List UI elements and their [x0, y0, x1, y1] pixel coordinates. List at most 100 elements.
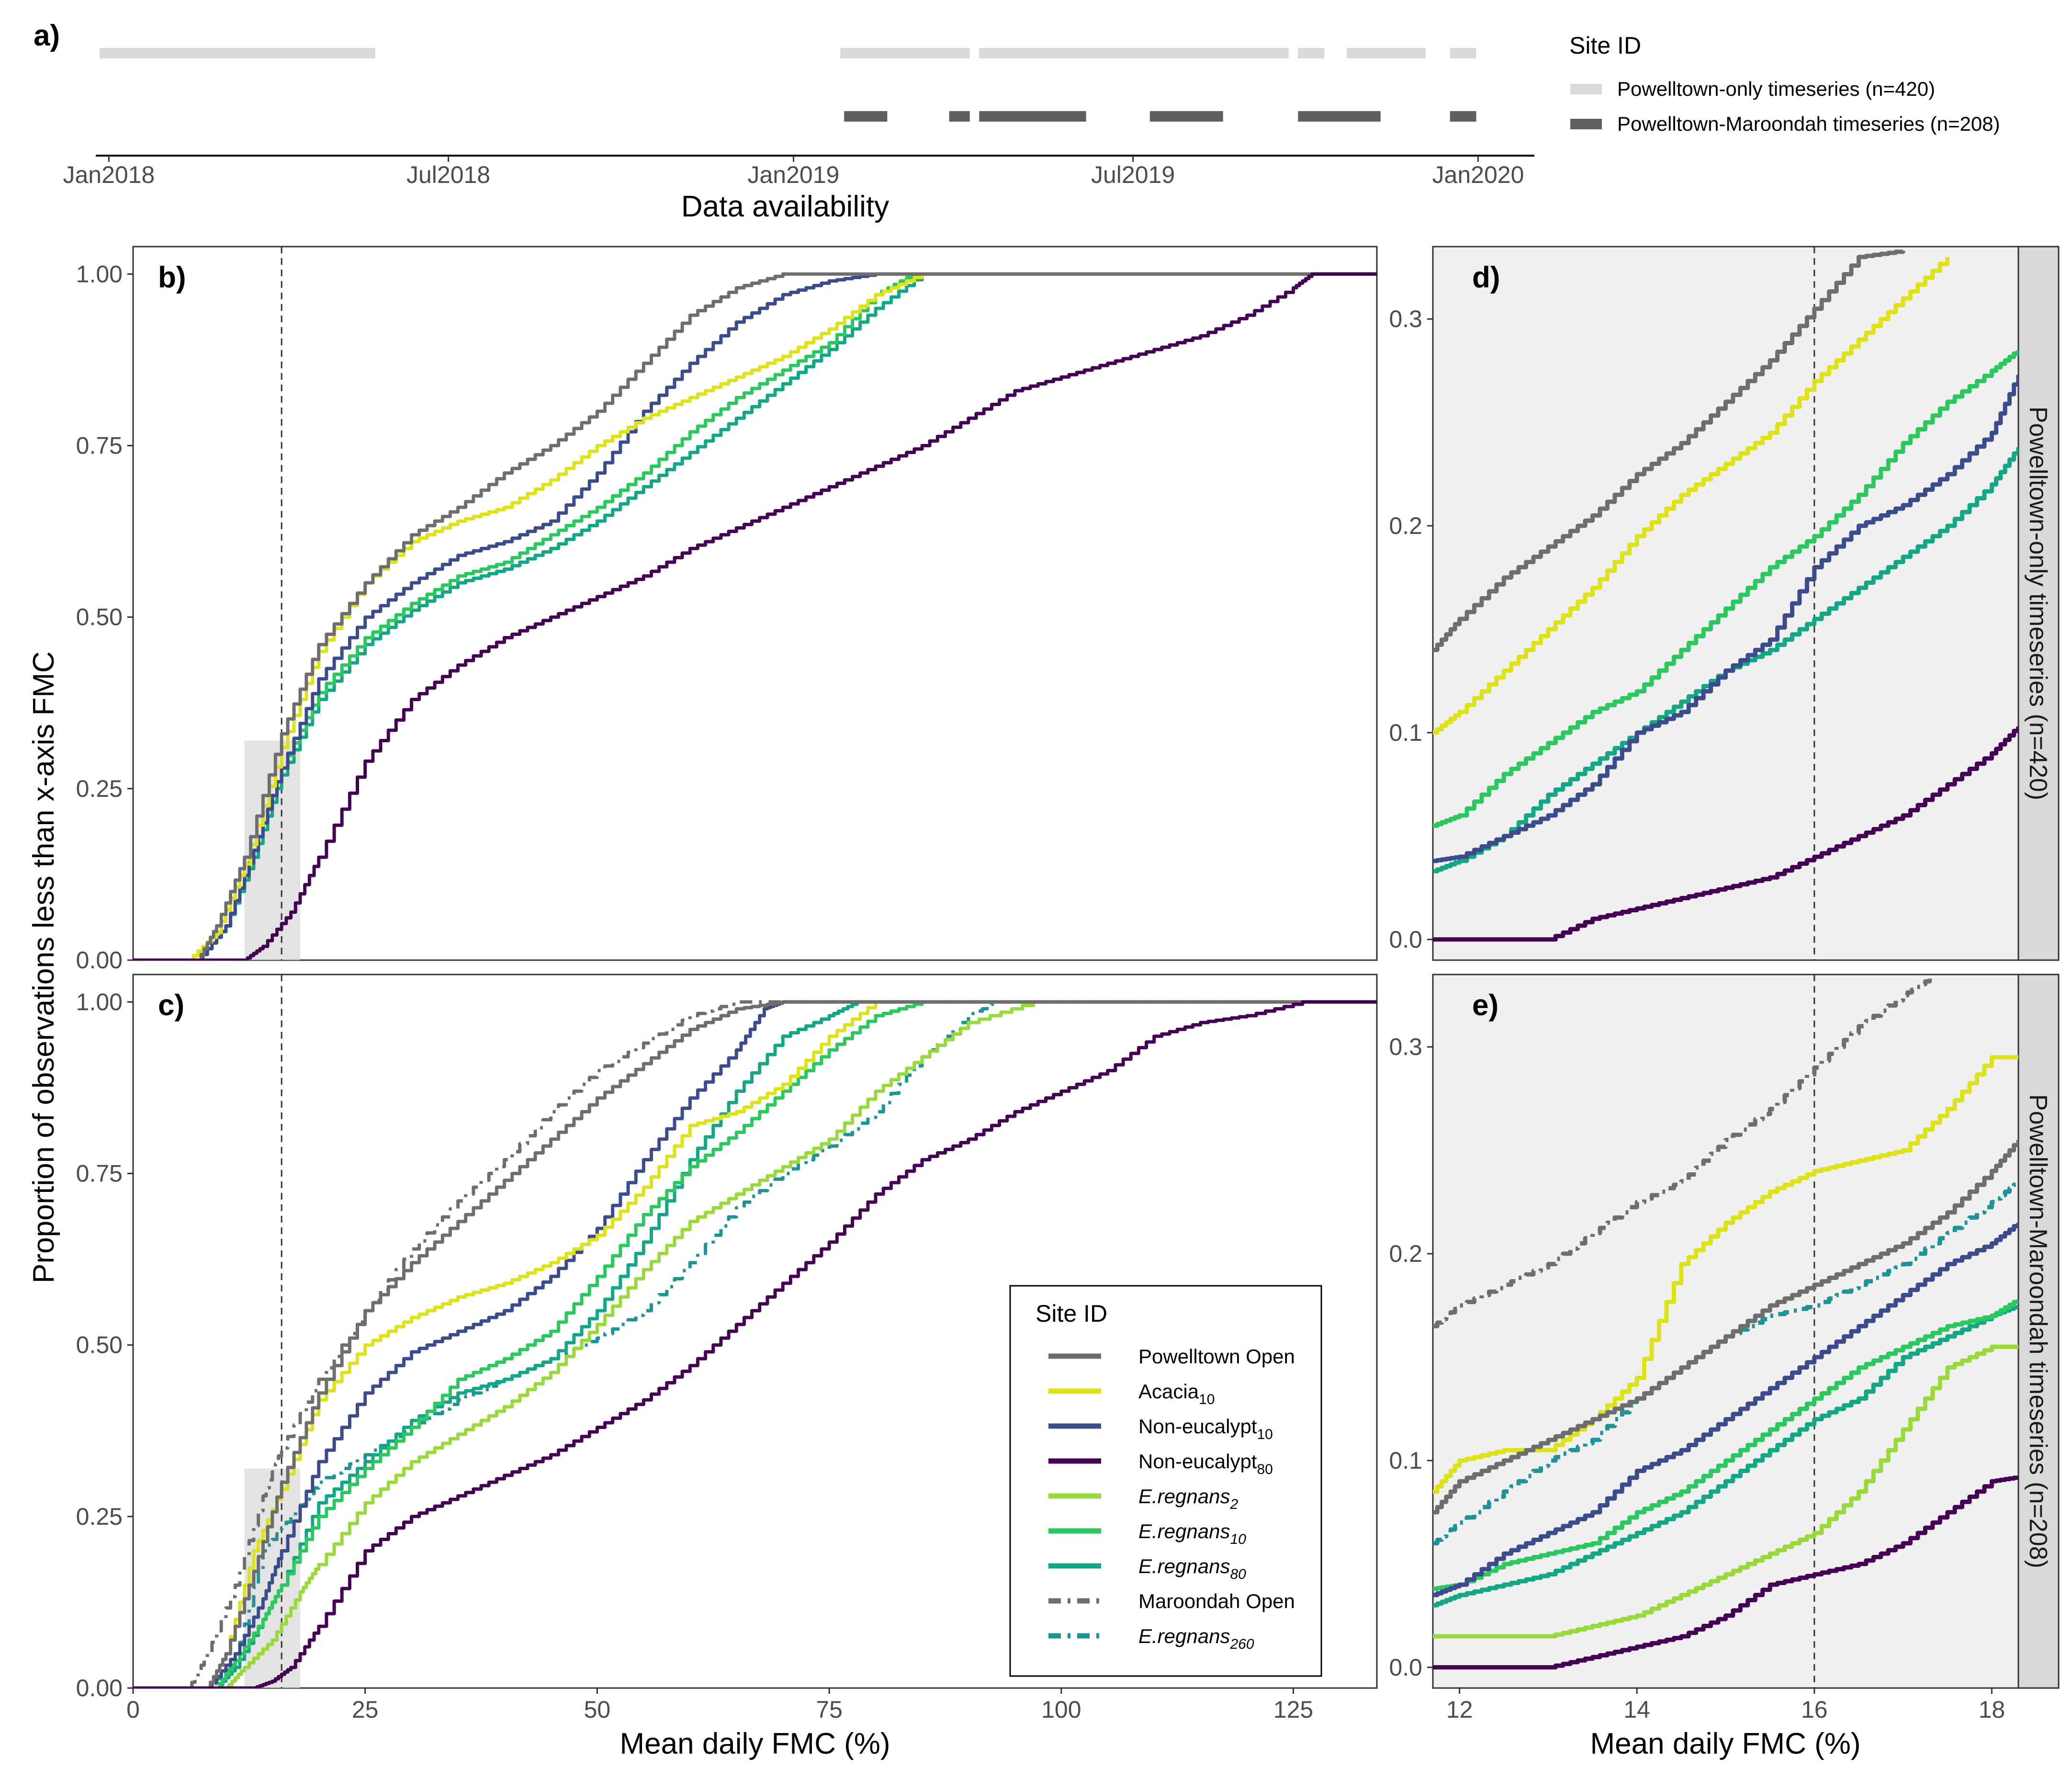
legend-label-subscript: 2: [1229, 1496, 1238, 1512]
y-tick-label: 1.00: [76, 988, 123, 1015]
plot-b: [133, 247, 1377, 960]
timeline-tick-label: Jan2020: [1432, 161, 1524, 188]
timeline-bar-dark-6: [1450, 111, 1476, 122]
axes: 0.000.250.500.751.000.000.250.500.751.00…: [76, 261, 2005, 1723]
series-line-e-regnans10: [1433, 1299, 2018, 1591]
legend-label-subscript: 260: [1229, 1636, 1254, 1652]
legend-label-non-eucalypt10: Non-eucalypt10: [1138, 1415, 1273, 1442]
x-tick-label: 18: [1979, 1696, 2005, 1723]
timeline-tick-label: Jul2018: [406, 161, 490, 188]
series-line-e-regnans10: [1433, 350, 2018, 828]
timeline-xlabel: Data availability: [681, 190, 889, 223]
x-tick-label: 16: [1801, 1696, 1828, 1723]
series-line-non-eucalypt80: [133, 272, 1377, 960]
legend-label-base: Acacia: [1138, 1380, 1199, 1403]
y-tick-label: 0.2: [1389, 512, 1422, 539]
legend-label-base: Non-eucalypt: [1138, 1415, 1257, 1438]
series-line-acacia10: [1433, 1055, 2018, 1494]
series-legend-box: [1009, 1285, 1322, 1677]
x-tick-label: 12: [1446, 1696, 1473, 1723]
legend-label-e-regnans80: E.regnans80: [1138, 1555, 1246, 1582]
y-tick-label: 0.75: [76, 1160, 123, 1187]
series-line-acacia10: [133, 1000, 1377, 1688]
timeline-bar-dark-5: [1298, 111, 1381, 122]
series-legend: Site ID Powelltown OpenAcacia10Non-eucal…: [1009, 1285, 1322, 1677]
x-tick-label: 100: [1041, 1696, 1081, 1723]
panel-e-label: e): [1472, 989, 1498, 1022]
x-tick-label: 25: [352, 1696, 379, 1723]
left-xlabel: Mean daily FMC (%): [620, 1727, 890, 1760]
y-tick-label: 0.00: [76, 947, 123, 974]
series-line-non-eucalypt80: [1433, 726, 2018, 942]
strip-top: [2017, 246, 2060, 961]
y-tick-label: 0.50: [76, 604, 123, 631]
legend-label-base: E.regnans: [1138, 1520, 1230, 1542]
y-tick-label: 1.00: [76, 261, 123, 287]
legend-label-e-regnans2: E.regnans2: [1138, 1485, 1238, 1512]
series-line-e-regnans10: [133, 1000, 1377, 1688]
timeline-bar-dark-2: [949, 111, 970, 122]
panel-b-frame: [132, 246, 1378, 961]
series-line-powelltown-open: [1433, 1140, 2018, 1515]
timeline-bar-light-6: [1450, 48, 1476, 58]
timeline-legend: Site ID Powelltown-only timeseries (n=42…: [1569, 32, 2000, 135]
legend-label-base: Powelltown Open: [1138, 1345, 1295, 1368]
series-line-powelltown-open: [133, 1000, 1377, 1688]
timeline-bar-dark-1: [844, 111, 888, 122]
timeline-legend-swatch-light: [1570, 84, 1602, 94]
panel-c-label: c): [158, 989, 184, 1022]
series-line-e-regnans80: [1433, 1305, 2018, 1608]
y-tick-label: 0.50: [76, 1332, 123, 1359]
series-line-non-eucalypt80: [133, 1000, 1377, 1688]
panel-d-label: d): [1472, 261, 1500, 294]
legend-label-subscript: 80: [1230, 1566, 1246, 1582]
series-legend-items: Powelltown OpenAcacia10Non-eucalypt10Non…: [1048, 1345, 1295, 1652]
timeline-bar-dark-4: [1149, 111, 1223, 122]
timeline-tick-label: Jan2018: [63, 161, 155, 188]
y-tick-label: 0.25: [76, 775, 123, 802]
timeline-bars: [99, 48, 1476, 122]
series-line-acacia10: [1433, 257, 1950, 735]
legend-label-base: E.regnans: [1138, 1555, 1230, 1577]
legend-label-base: Non-eucalypt: [1138, 1450, 1257, 1473]
timeline-bar-light-1: [99, 48, 375, 58]
timeline-ticks: Jan2018 Jul2018 Jan2019 Jul2019 Jan2020: [63, 156, 1524, 188]
strip-bottom: [2017, 974, 2060, 1689]
legend-label-acacia10: Acacia10: [1138, 1380, 1215, 1407]
x-tick-label: 50: [584, 1696, 611, 1723]
series-line-non-eucalypt80: [1433, 1475, 2018, 1670]
series-line-non-eucalypt10: [1433, 1223, 2018, 1598]
series-line-e-regnans2: [133, 1000, 1377, 1688]
series-line-non-eucalypt10: [133, 1000, 1377, 1688]
timeline-legend-title: Site ID: [1569, 32, 1641, 59]
legend-label-maroondah-open: Maroondah Open: [1138, 1590, 1295, 1612]
legend-label-base: Maroondah Open: [1138, 1590, 1295, 1612]
y-tick-label: 0.1: [1389, 1447, 1422, 1474]
y-tick-label: 0.00: [76, 1675, 123, 1701]
timeline-bar-light-4: [1298, 48, 1325, 58]
timeline-tick-label: Jul2019: [1091, 161, 1175, 188]
legend-label-e-regnans260: E.regnans260: [1138, 1625, 1254, 1652]
strip-top-text: Powelltown-only timeseries (n=420): [2024, 407, 2052, 800]
series-line-non-eucalypt10: [1433, 374, 2018, 863]
panel-d-frame: [1432, 246, 2019, 961]
series-line-powelltown-open: [1433, 249, 1905, 652]
series-line-e-regnans2: [1433, 1344, 2018, 1639]
panel-a: a) Jan2018 Jul2018 Jan2019 Jul2019 Jan2020 D…: [34, 19, 2000, 223]
timeline-legend-label-dark: Powelltown-Maroondah timeseries (n=208): [1617, 113, 2000, 135]
y-tick-label: 0.1: [1389, 719, 1422, 746]
plot-e: [1433, 975, 2018, 1688]
right-xlabel: Mean daily FMC (%): [1590, 1727, 1861, 1760]
plot-c: [133, 975, 1377, 1688]
x-tick-label: 0: [126, 1696, 140, 1723]
y-tick-label: 0.0: [1389, 1654, 1422, 1681]
shared-ylabel: Proportion of observations less than x-a…: [27, 651, 60, 1283]
y-tick-label: 0.2: [1389, 1240, 1422, 1267]
y-tick-label: 0.75: [76, 432, 123, 459]
y-tick-label: 0.3: [1389, 1033, 1422, 1060]
panel-a-label: a): [34, 19, 60, 52]
legend-label-base: E.regnans: [1138, 1485, 1230, 1507]
timeline-tick-label: Jan2019: [748, 161, 840, 188]
strip-bottom-text: Powelltown-Maroondah timeseries (n=208): [2024, 1094, 2052, 1568]
